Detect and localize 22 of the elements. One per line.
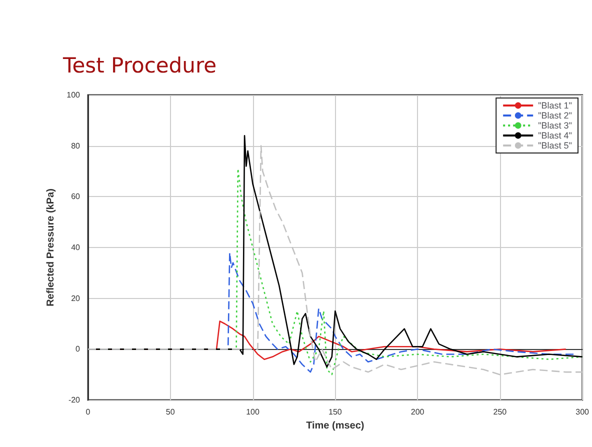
legend-label: "Blast 2" [538,110,572,120]
y-tick-label: 80 [71,141,81,150]
y-tick-label: 100 [66,90,81,100]
y-tick-label: 0 [76,344,81,354]
legend-label: "Blast 1" [538,100,572,110]
legend-label: "Blast 3" [538,120,572,130]
x-axis-title: Time (msec) [306,420,364,432]
y-tick-label: 60 [71,192,81,202]
x-tick-label: 150 [328,408,342,416]
y-axis-title: Reflected Pressure (kPa) [45,188,56,306]
x-tick-label: 50 [166,408,176,416]
x-tick-label: 0 [86,408,91,416]
y-tick-label: -20 [68,396,81,404]
y-tick-label: 20 [71,294,81,303]
x-tick-label: 100 [246,408,260,416]
legend-label: "Blast 4" [538,130,572,140]
x-tick-label: 200 [410,408,425,416]
legend-label: "Blast 5" [538,140,572,150]
x-tick-label: 250 [493,408,508,416]
y-tick-label: 40 [71,243,81,252]
x-tick-label: 300 [576,408,590,416]
chart-title: Test Procedure [62,54,217,78]
